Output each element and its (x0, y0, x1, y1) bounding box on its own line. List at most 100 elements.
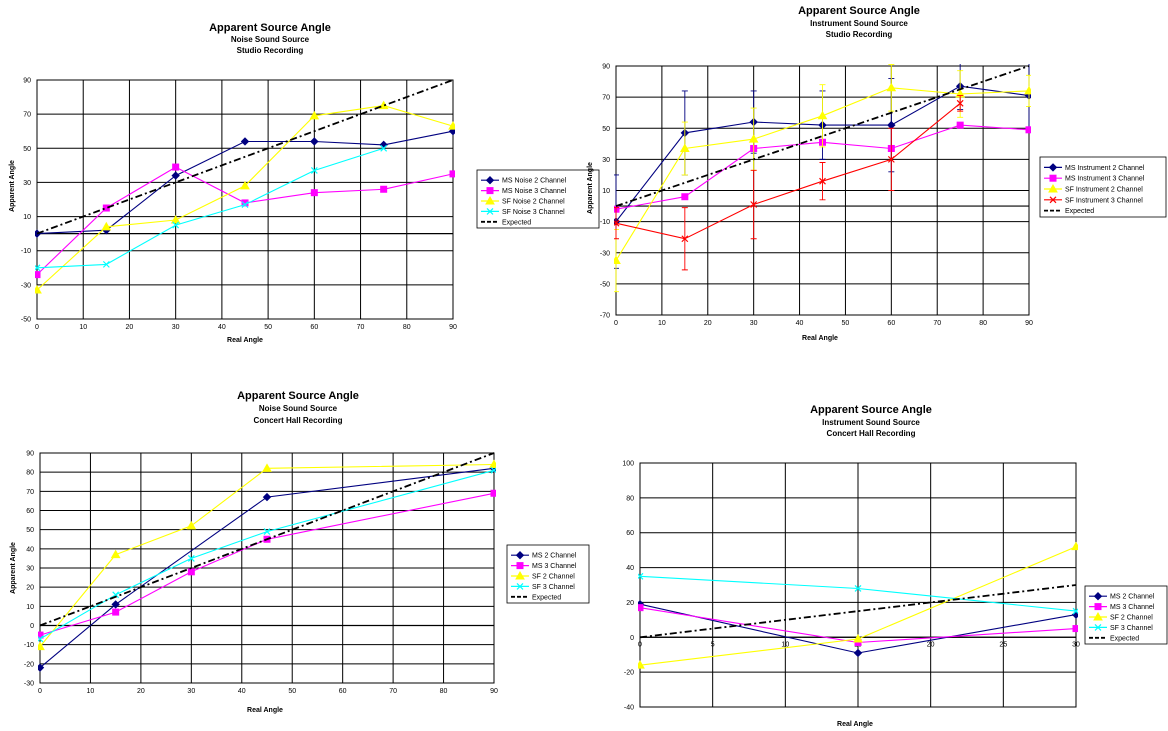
chart-title: Apparent Source Angle (810, 404, 932, 416)
data-point (187, 554, 195, 562)
legend-marker (485, 195, 495, 205)
y-axis-label: Apparent Angle (587, 162, 594, 214)
series-line-5 (36, 79, 454, 235)
data-point (448, 121, 455, 130)
legend-label: MS 2 Channel (1110, 594, 1155, 601)
legend-label: SF 2 Channel (1110, 615, 1153, 622)
data-point (750, 201, 758, 208)
legend-label: SF Noise 3 Channel (502, 209, 565, 216)
y-tick-label: 60 (26, 508, 34, 515)
x-axis-label: Real Angle (802, 335, 838, 342)
x-tick-label: 70 (389, 688, 397, 695)
chart-title: Apparent Source Angle (209, 22, 331, 34)
data-point (101, 221, 112, 231)
x-tick-label: 70 (357, 324, 365, 331)
x-tick-label: 20 (126, 324, 134, 331)
legend-label: Expected (1065, 208, 1094, 215)
data-point (638, 660, 645, 669)
data-point (490, 489, 496, 497)
y-tick-label: 70 (23, 112, 31, 119)
data-point (170, 214, 181, 224)
data-point (35, 264, 41, 272)
legend-marker (1048, 163, 1058, 172)
data-point (240, 137, 250, 146)
y-tick-label: 80 (26, 470, 34, 477)
x-tick-label: 80 (403, 324, 411, 331)
data-point (817, 110, 828, 120)
y-tick-label: 30 (26, 566, 34, 573)
data-point (310, 189, 318, 197)
y-tick-label: 10 (602, 188, 610, 195)
y-tick-label: 30 (602, 157, 610, 164)
x-tick-label: 5 (711, 641, 715, 648)
y-tick-label: 100 (622, 461, 634, 468)
legend-marker (515, 550, 525, 560)
x-axis-label: Real Angle (247, 707, 283, 714)
legend-marker (1049, 196, 1057, 204)
y-tick-label: 50 (26, 527, 34, 534)
x-tick-label: 0 (614, 320, 618, 327)
y-tick-label: 10 (23, 214, 31, 221)
x-tick-label: 90 (490, 688, 498, 695)
data-point (262, 463, 272, 472)
series-line-5 (639, 584, 1077, 639)
x-tick-label: 20 (137, 688, 145, 695)
data-point (309, 110, 320, 120)
data-point (263, 528, 271, 536)
x-tick-label: 60 (887, 320, 895, 327)
data-point (748, 134, 759, 143)
legend-label: SF Instrument 3 Channel (1065, 197, 1143, 204)
y-tick-label: 70 (26, 489, 34, 496)
data-point (111, 600, 120, 609)
legend-label: SF Noise 2 Channel (502, 199, 565, 206)
y-tick-label: -10 (24, 642, 34, 649)
legend-marker (486, 207, 494, 215)
legend-label: Expected (502, 219, 531, 226)
chart-subtitle: Studio Recording (826, 30, 893, 39)
x-tick-label: 20 (704, 320, 712, 327)
x-tick-label: 50 (264, 324, 272, 331)
legend-label: MS Noise 3 Channel (502, 188, 567, 195)
x-tick-label: 60 (339, 688, 347, 695)
x-tick-label: 90 (1025, 320, 1033, 327)
y-axis-label: Apparent Angle (9, 160, 16, 212)
x-tick-label: 80 (979, 320, 987, 327)
y-tick-label: 90 (23, 78, 31, 85)
y-tick-label: -70 (600, 313, 610, 320)
data-point (1072, 625, 1078, 633)
data-point (854, 585, 862, 592)
data-point (681, 193, 689, 201)
y-tick-label: 30 (23, 180, 31, 187)
data-point (614, 255, 621, 265)
data-point (186, 520, 197, 530)
y-tick-label: 10 (26, 604, 34, 611)
legend-label: SF 3 Channel (532, 584, 575, 591)
x-tick-label: 10 (781, 641, 789, 648)
legend-marker (1094, 603, 1102, 611)
legend-label: Expected (532, 594, 561, 601)
y-tick-label: -40 (624, 705, 634, 712)
y-tick-label: 50 (602, 126, 610, 133)
series-line-5 (39, 452, 495, 627)
x-tick-label: 40 (218, 324, 226, 331)
data-point (262, 492, 272, 502)
x-tick-label: 10 (79, 324, 87, 331)
series-group (614, 64, 1031, 293)
legend-marker (1049, 174, 1057, 182)
y-tick-label: -20 (24, 661, 34, 668)
x-tick-label: 20 (927, 641, 935, 648)
chart-subtitle: Concert Hall Recording (827, 429, 916, 438)
y-tick-label: 20 (626, 600, 634, 607)
data-point (853, 634, 863, 643)
data-point (241, 201, 249, 209)
y-tick-label: -10 (600, 219, 610, 226)
x-tick-label: 30 (172, 324, 180, 331)
chart-3: 0 10 20 30 40 50 60 70 80 90 -30 -20 -10 0 10 20 30 40 50 6… (10, 390, 590, 714)
legend: MS 2 Channel MS 3 Channel SF 2 Channel SF 3… (1084, 585, 1168, 645)
x-tick-label: 0 (35, 324, 39, 331)
chart-1: 0 10 20 30 40 50 60 70 80 90 -50 -30 -10 10 30 50 70 90 Ap… (9, 22, 600, 344)
legend-label: MS Noise 2 Channel (502, 178, 567, 185)
data-point (1071, 541, 1078, 551)
y-tick-label: 90 (602, 64, 610, 71)
chart-subtitle: Instrument Sound Source (822, 418, 920, 427)
